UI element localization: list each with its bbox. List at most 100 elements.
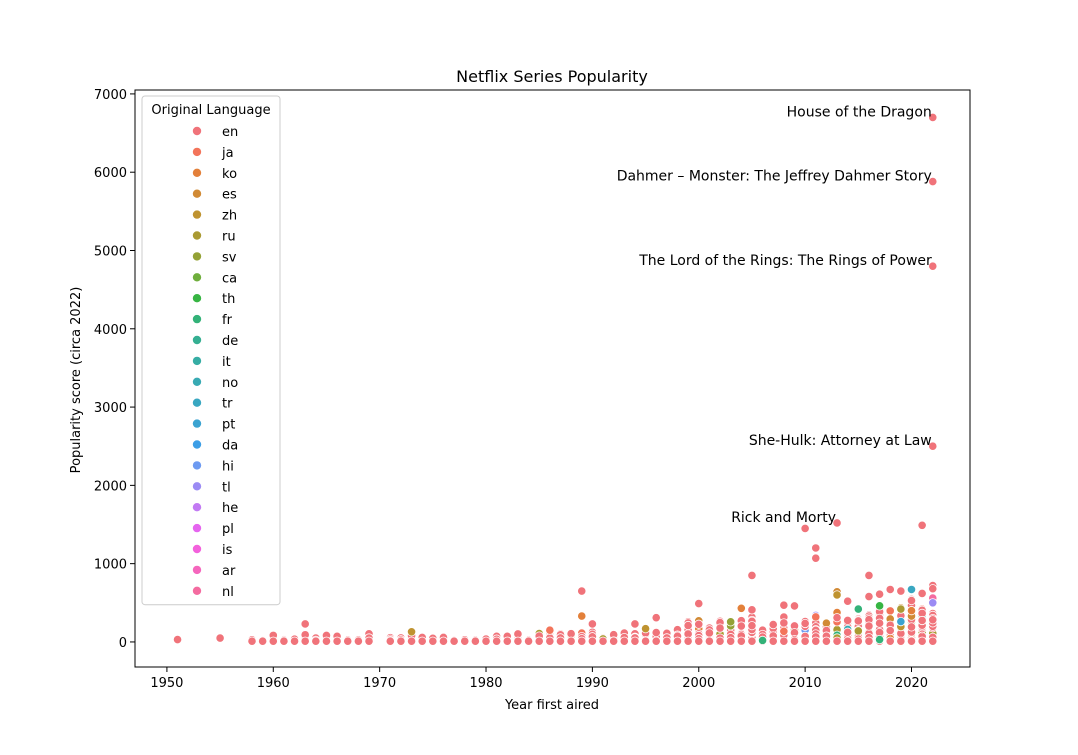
data-point [651, 613, 661, 623]
data-point [864, 591, 874, 602]
data-point [587, 619, 597, 629]
legend-entry-label: da [222, 439, 238, 454]
y-tick-label: 3000 [94, 401, 127, 416]
legend-marker [191, 564, 202, 575]
data-point [885, 584, 895, 595]
legend-marker [191, 481, 202, 492]
legend-entry-label: ja [221, 146, 234, 161]
data-point [864, 570, 874, 581]
data-point [885, 606, 895, 616]
legend-marker [191, 544, 202, 555]
x-tick-label: 2020 [895, 676, 928, 691]
legend-marker [191, 355, 202, 366]
data-point [864, 621, 874, 631]
data-point [449, 636, 459, 646]
data-point [906, 622, 917, 632]
data-point [545, 636, 555, 646]
data-point [917, 636, 927, 646]
data-point [843, 627, 853, 637]
data-point [832, 636, 842, 646]
data-point [917, 615, 927, 626]
annotation-label: House of the Dragon [787, 104, 932, 120]
data-point [630, 619, 640, 629]
data-point [896, 586, 906, 596]
data-point [864, 636, 874, 646]
data-point [928, 112, 938, 123]
data-point [768, 619, 778, 630]
data-point [736, 603, 746, 613]
data-point [470, 636, 480, 646]
data-point [768, 636, 778, 646]
data-point [555, 636, 566, 646]
annotation-label: The Lord of the Rings: The Rings of Powe… [638, 253, 932, 269]
x-tick-label: 1970 [363, 676, 396, 691]
y-tick-label: 0 [119, 636, 127, 651]
legend-marker [191, 146, 202, 157]
legend-marker [191, 209, 202, 220]
data-point [885, 636, 895, 646]
data-point [896, 616, 906, 627]
data-point [662, 636, 672, 646]
data-point [726, 617, 736, 627]
legend-marker [191, 314, 202, 325]
data-point [215, 633, 225, 643]
data-point [896, 604, 906, 614]
data-point [779, 626, 789, 636]
legend-entry-label: pl [222, 522, 234, 537]
data-point [364, 636, 374, 646]
legend-entry-label: ko [222, 167, 237, 182]
data-point [587, 636, 597, 646]
data-point [747, 621, 757, 631]
legend-entry-label: he [222, 501, 238, 516]
legend-marker [191, 585, 202, 596]
data-point [917, 520, 927, 530]
data-point [906, 584, 917, 595]
legend-entry-label: zh [222, 209, 237, 224]
data-point [874, 601, 885, 611]
chart-title: Netflix Series Popularity [456, 67, 648, 86]
data-point [704, 628, 714, 638]
legend-entry-label: th [222, 292, 235, 307]
data-points [172, 112, 938, 647]
legend-marker [191, 334, 202, 345]
data-point [694, 598, 704, 609]
data-point [683, 636, 693, 646]
x-tick-label: 1950 [150, 676, 183, 691]
data-point [906, 606, 917, 616]
data-point [502, 636, 512, 646]
data-point [779, 636, 789, 646]
legend: Original Language en ja ko es zh ru sv ca th fr de… [141, 95, 281, 606]
data-point [928, 636, 938, 646]
data-point [289, 636, 300, 646]
data-point [332, 636, 342, 646]
data-point [300, 619, 310, 629]
data-point [779, 600, 789, 610]
legend-marker [191, 439, 202, 450]
y-axis-label: Popularity score (circa 2022) [69, 287, 84, 474]
data-point [736, 636, 746, 646]
x-tick-label: 2010 [789, 676, 822, 691]
legend-entry-label: it [222, 355, 231, 370]
data-point [811, 636, 821, 646]
legend-entry-label: fr [222, 313, 233, 328]
legend-entry-label: es [222, 188, 237, 203]
legend-marker [191, 126, 202, 137]
legend-marker [191, 167, 202, 178]
data-point [630, 636, 640, 646]
x-tick-label: 1960 [257, 676, 290, 691]
data-point [172, 634, 183, 645]
data-point [715, 636, 725, 646]
data-point [843, 636, 853, 646]
data-point [651, 636, 661, 646]
legend-marker [191, 523, 202, 534]
data-point [353, 636, 363, 646]
data-point [800, 618, 810, 629]
annotation-label: She-Hulk: Attorney at Law [749, 433, 932, 449]
data-point [757, 635, 768, 645]
data-point [928, 584, 938, 594]
data-point [832, 613, 842, 623]
annotation-label: Rick and Morty [731, 510, 836, 526]
legend-marker [191, 397, 202, 408]
data-point [619, 636, 629, 646]
